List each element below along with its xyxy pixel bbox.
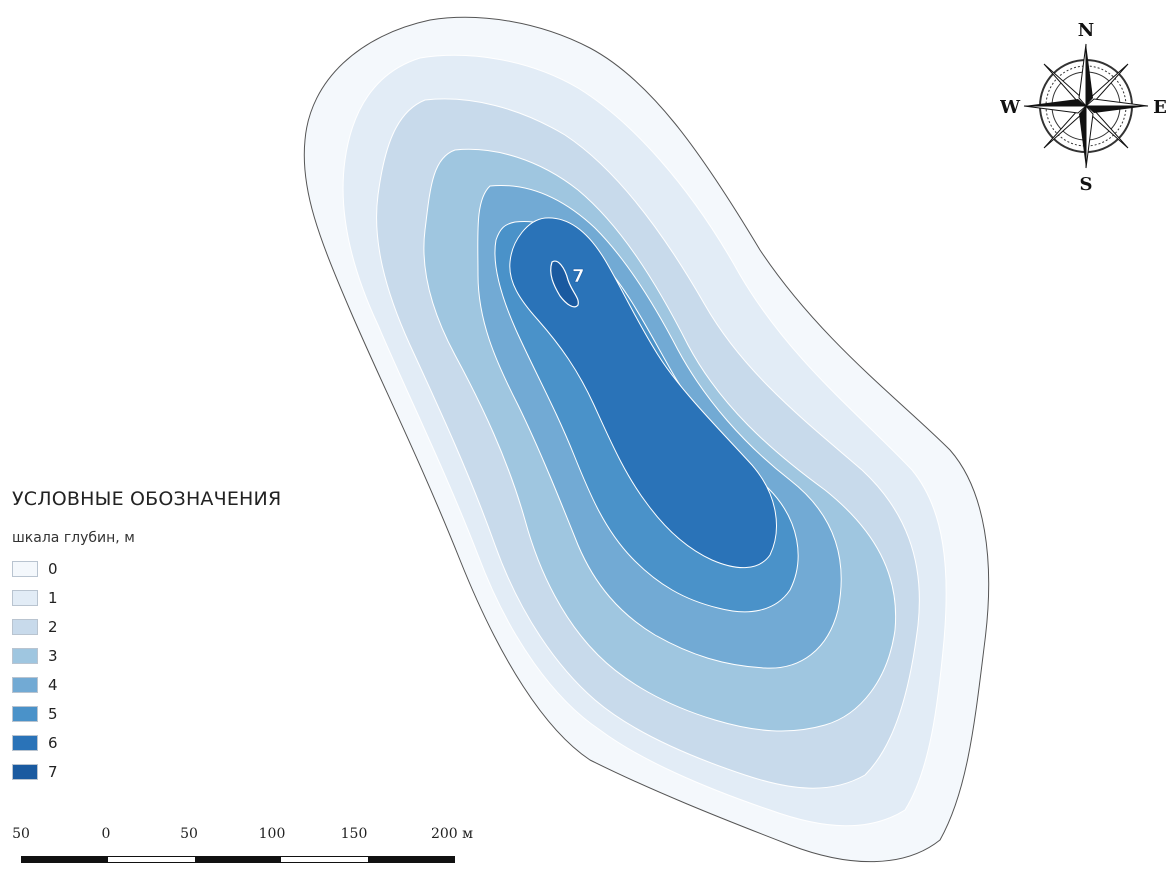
legend-label: 6 xyxy=(48,733,58,752)
scale-tick-label: 0 xyxy=(101,826,111,842)
legend-item: 0 xyxy=(12,554,281,583)
compass-west-label: W xyxy=(1000,97,1021,118)
legend-label: 4 xyxy=(48,675,58,694)
legend-label: 5 xyxy=(48,704,58,723)
scale-bar: 50 0 50 100 150 200 м xyxy=(12,826,482,870)
compass-north-label: N xyxy=(1078,20,1094,41)
legend-swatch xyxy=(12,618,38,635)
compass-east-label: E xyxy=(1153,97,1167,118)
scale-segment xyxy=(281,857,368,862)
scale-tick-label: 200 м xyxy=(430,826,474,842)
depth-zone-7 xyxy=(550,260,579,308)
legend-swatch xyxy=(12,763,38,780)
legend-swatch xyxy=(12,647,38,664)
scale-tick-label: 50 xyxy=(12,826,30,842)
legend-swatch xyxy=(12,676,38,693)
legend-swatch xyxy=(12,734,38,751)
legend-item: 5 xyxy=(12,699,281,728)
legend-item: 1 xyxy=(12,583,281,612)
scale-segment xyxy=(108,857,195,862)
legend-swatch xyxy=(12,560,38,577)
legend-item: 2 xyxy=(12,612,281,641)
legend-subtitle: шкала глубин, м xyxy=(12,530,135,546)
compass-south-label: S xyxy=(1080,174,1093,193)
scale-tick-label: 150 xyxy=(340,826,368,842)
legend-item: 3 xyxy=(12,641,281,670)
depth-label-7: 7 xyxy=(572,266,585,287)
legend-item: 4 xyxy=(12,670,281,699)
legend-label: 3 xyxy=(48,646,58,665)
legend-label: 7 xyxy=(48,762,58,781)
scale-segment xyxy=(22,857,109,862)
legend-item: 6 xyxy=(12,728,281,757)
legend-label: 0 xyxy=(48,559,58,578)
legend-item: 7 xyxy=(12,757,281,786)
legend-swatch xyxy=(12,705,38,722)
scale-tick-label: 100 xyxy=(258,826,286,842)
legend-label: 1 xyxy=(48,588,58,607)
scale-segment xyxy=(194,857,282,862)
scale-segment xyxy=(367,857,455,862)
legend-swatch xyxy=(12,589,38,606)
scale-bar-track xyxy=(21,856,455,863)
legend-label: 2 xyxy=(48,617,58,636)
legend-items: 0 1 2 3 4 5 6 7 xyxy=(12,554,281,786)
legend-title: УСЛОВНЫЕ ОБОЗНАЧЕНИЯ xyxy=(12,488,282,510)
compass-rose: N S E W xyxy=(1000,20,1167,193)
scale-tick-label: 50 xyxy=(180,826,198,842)
legend: УСЛОВНЫЕ ОБОЗНАЧЕНИЯ шкала глубин, м 0 1 2… xyxy=(12,488,281,786)
